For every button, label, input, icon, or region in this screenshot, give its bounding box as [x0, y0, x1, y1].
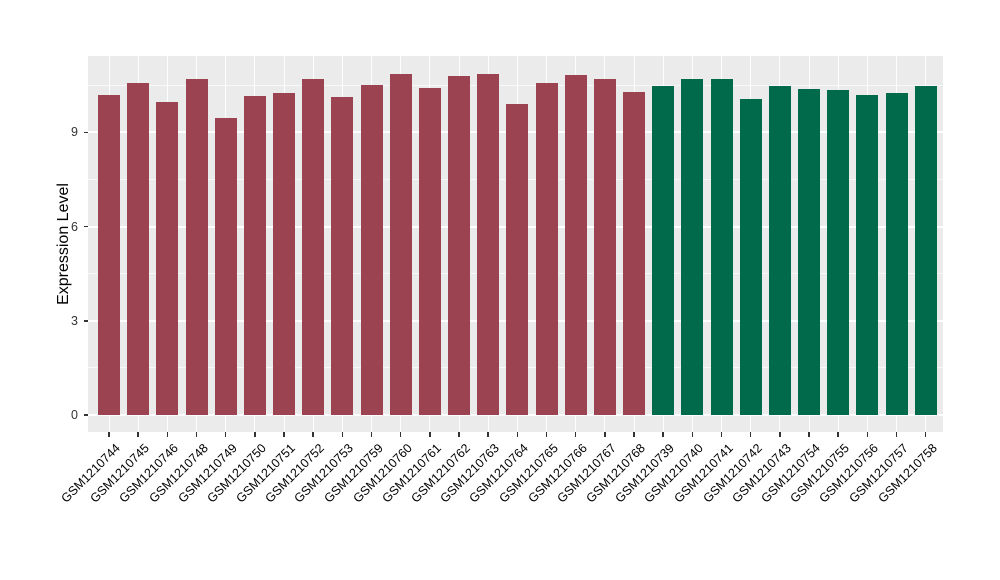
bar-GSM1210760: [389, 73, 412, 415]
x-tick-mark-GSM1210766: [574, 432, 577, 437]
bar-GSM1210765: [535, 83, 558, 415]
x-tick-mark-GSM1210746: [166, 432, 169, 437]
bar-GSM1210761: [418, 88, 441, 415]
bar-GSM1210756: [856, 94, 879, 415]
x-tick-mark-GSM1210762: [458, 432, 460, 437]
bar-GSM1210740: [681, 79, 704, 415]
bar-GSM1210767: [593, 79, 616, 415]
y-tick-label-6: 6: [71, 219, 78, 234]
x-tick-mark-GSM1210757: [895, 432, 898, 437]
bar-GSM1210768: [623, 92, 646, 415]
x-tick-mark-GSM1210744: [108, 432, 110, 437]
x-tick-mark-GSM1210765: [545, 432, 548, 437]
bar-GSM1210744: [98, 94, 120, 415]
bar-GSM1210749: [214, 117, 237, 415]
x-tick-mark-GSM1210753: [341, 432, 344, 437]
bar-GSM1210751: [273, 93, 295, 415]
major-gridline-y-0: [88, 414, 943, 416]
x-tick-mark-GSM1210756: [866, 432, 869, 437]
bar-GSM1210754: [798, 88, 821, 415]
x-tick-mark-GSM1210752: [312, 432, 314, 437]
bar-GSM1210757: [885, 93, 908, 415]
x-tick-mark-GSM1210764: [516, 432, 519, 437]
bar-GSM1210763: [477, 73, 500, 415]
x-tick-mark-GSM1210743: [779, 432, 781, 437]
y-tick-label-9: 9: [71, 125, 78, 140]
x-tick-mark-GSM1210742: [749, 432, 752, 437]
y-axis-title: Expression Level: [55, 183, 72, 305]
x-tick-mark-GSM1210750: [254, 432, 256, 437]
bar-GSM1210745: [127, 82, 150, 415]
y-tick-mark-3: [84, 320, 88, 322]
bar-GSM1210752: [302, 78, 325, 415]
bar-GSM1210755: [827, 90, 850, 415]
y-tick-mark-0: [84, 414, 88, 416]
bar-GSM1210739: [652, 85, 675, 415]
y-tick-mark-9: [84, 131, 88, 134]
x-tick-mark-GSM1210763: [487, 432, 489, 437]
x-tick-mark-GSM1210768: [633, 432, 635, 437]
bar-GSM1210743: [768, 86, 791, 415]
bar-GSM1210759: [360, 84, 383, 415]
bar-GSM1210762: [448, 76, 470, 415]
x-tick-mark-GSM1210748: [195, 432, 198, 437]
x-tick-mark-GSM1210758: [924, 432, 927, 437]
x-tick-mark-GSM1210754: [808, 432, 810, 437]
bar-GSM1210742: [739, 98, 762, 415]
bar-GSM1210753: [331, 97, 354, 415]
x-tick-mark-GSM1210749: [224, 432, 227, 437]
x-tick-mark-GSM1210745: [137, 432, 139, 437]
x-tick-mark-GSM1210740: [691, 432, 694, 437]
x-tick-mark-GSM1210761: [429, 432, 431, 437]
x-tick-mark-GSM1210741: [720, 432, 723, 437]
x-tick-mark-GSM1210760: [399, 432, 402, 437]
minor-gridline-y-10.5: [88, 84, 943, 86]
x-tick-mark-GSM1210739: [662, 432, 664, 437]
bar-GSM1210766: [564, 74, 587, 415]
bar-GSM1210758: [914, 85, 937, 415]
bar-GSM1210748: [185, 79, 208, 415]
x-tick-mark-GSM1210767: [604, 432, 606, 437]
plot-area: [88, 56, 943, 432]
y-tick-label-3: 3: [71, 313, 78, 328]
bar-GSM1210746: [156, 102, 179, 415]
x-tick-mark-GSM1210751: [283, 432, 285, 437]
x-tick-mark-GSM1210759: [370, 432, 373, 437]
y-tick-mark-6: [84, 225, 88, 228]
y-tick-label-0: 0: [71, 408, 78, 422]
x-tick-mark-GSM1210755: [837, 432, 839, 437]
bar-GSM1210750: [243, 95, 266, 415]
bar-GSM1210764: [506, 104, 529, 415]
bar-GSM1210741: [710, 78, 733, 415]
